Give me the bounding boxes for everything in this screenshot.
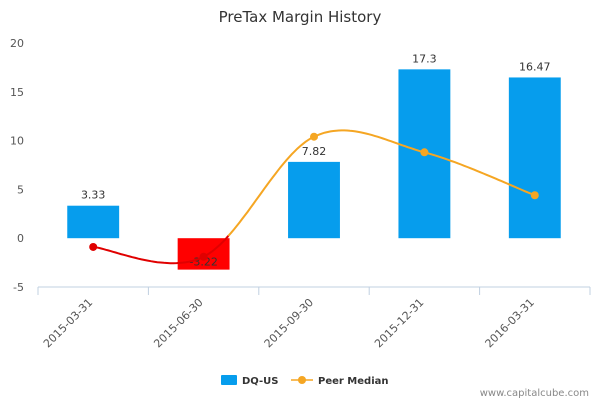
legend-swatch-dq-us [221, 375, 237, 385]
chart-title: PreTax Margin History [219, 8, 382, 26]
x-tick-label: 2015-03-31 [41, 296, 95, 350]
bar-data-label: 3.33 [81, 189, 106, 202]
peer-median-point [89, 242, 98, 251]
watermark: www.capitalcube.com [480, 388, 589, 399]
legend-label-dq-us: DQ-US [242, 376, 278, 387]
bar-data-label: 17.3 [412, 52, 437, 65]
peer-median-point [199, 252, 208, 261]
legend: DQ-US Peer Median [221, 375, 389, 387]
x-axis: 2015-03-31 2015-06-30 2015-09-30 2015-12-31… [37, 286, 591, 350]
bar [288, 161, 340, 239]
peer-median-point [310, 132, 318, 141]
x-tick-label: 2015-12-31 [372, 296, 426, 350]
bar-data-label: 16.47 [519, 60, 551, 73]
y-tick-label: -5 [13, 281, 24, 294]
legend-marker-peer-median [298, 376, 306, 384]
bar [508, 77, 561, 239]
y-axis: -5 0 5 10 15 20 [10, 37, 24, 294]
y-tick-label: 15 [10, 86, 24, 99]
y-tick-label: 10 [10, 135, 24, 148]
x-tick-label: 2015-09-30 [262, 296, 316, 350]
bar-data-label: 7.82 [302, 145, 327, 158]
bar [67, 205, 120, 239]
y-tick-label: 0 [17, 232, 24, 245]
y-tick-label: 20 [10, 37, 24, 50]
peer-median-point [420, 148, 429, 157]
x-tick-label: 2016-03-31 [483, 296, 537, 350]
y-tick-label: 5 [17, 183, 24, 196]
legend-label-peer-median: Peer Median [318, 376, 389, 387]
peer-median-line [227, 129, 536, 237]
bar-series [67, 69, 561, 270]
x-tick-label: 2015-06-30 [151, 296, 205, 350]
peer-median-point [530, 191, 539, 200]
line-series [89, 129, 539, 265]
